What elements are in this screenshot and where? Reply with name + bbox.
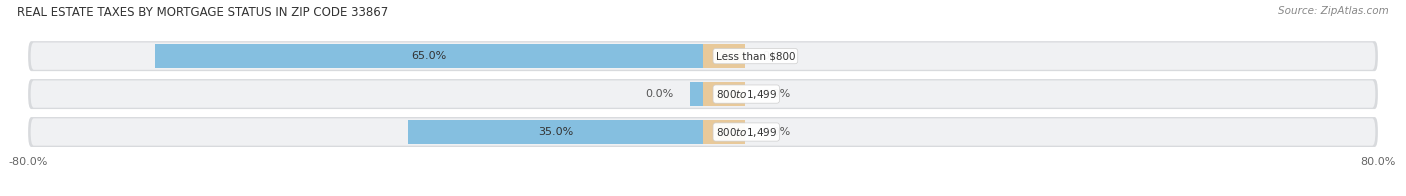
Bar xyxy=(703,120,745,144)
Text: $800 to $1,499: $800 to $1,499 xyxy=(716,125,778,139)
Text: 0.0%: 0.0% xyxy=(762,89,790,99)
Text: Source: ZipAtlas.com: Source: ZipAtlas.com xyxy=(1278,6,1389,16)
FancyBboxPatch shape xyxy=(28,41,1378,71)
Bar xyxy=(155,44,703,68)
Text: $800 to $1,499: $800 to $1,499 xyxy=(716,88,778,101)
Bar xyxy=(703,82,745,106)
FancyBboxPatch shape xyxy=(28,79,1378,109)
Text: 0.0%: 0.0% xyxy=(762,127,790,137)
FancyBboxPatch shape xyxy=(31,43,1375,70)
FancyBboxPatch shape xyxy=(28,117,1378,147)
Bar xyxy=(690,82,703,106)
Text: 0.0%: 0.0% xyxy=(762,51,790,61)
Bar xyxy=(408,120,703,144)
Text: 65.0%: 65.0% xyxy=(411,51,447,61)
Text: REAL ESTATE TAXES BY MORTGAGE STATUS IN ZIP CODE 33867: REAL ESTATE TAXES BY MORTGAGE STATUS IN … xyxy=(17,6,388,19)
Text: Less than $800: Less than $800 xyxy=(716,51,796,61)
Text: 0.0%: 0.0% xyxy=(645,89,673,99)
FancyBboxPatch shape xyxy=(31,118,1375,146)
Text: 35.0%: 35.0% xyxy=(537,127,574,137)
FancyBboxPatch shape xyxy=(31,80,1375,108)
Bar xyxy=(703,44,745,68)
